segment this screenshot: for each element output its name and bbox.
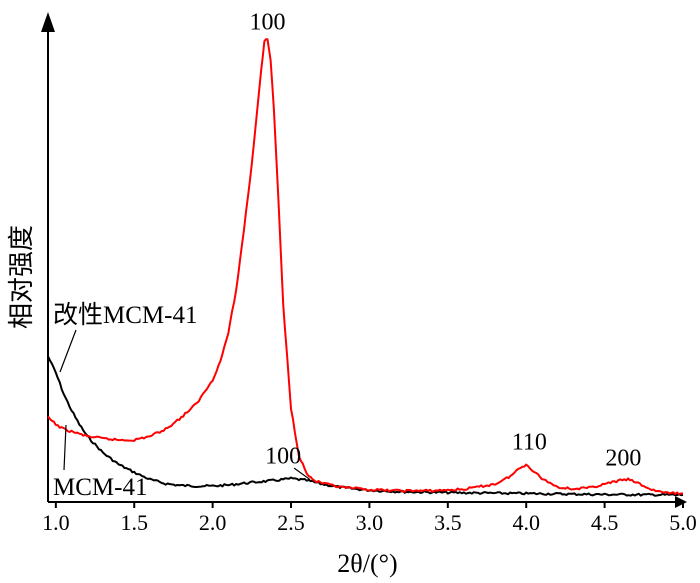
peak-label: 100 — [265, 443, 301, 469]
x-tick-label: 2.5 — [277, 510, 305, 535]
legend-label-modified: 改性MCM-41 — [53, 301, 197, 329]
peak-label: 110 — [512, 429, 547, 455]
series-layer — [47, 38, 684, 497]
y-axis-arrow — [41, 12, 55, 32]
peak-label: 200 — [605, 445, 641, 471]
series-line-mcm-41 — [47, 38, 683, 496]
x-tick-label: 3.5 — [434, 510, 462, 535]
x-ticks: 1.0 1.5 2.0 2.5 3.0 3.5 4.0 4.5 5.0 — [42, 502, 697, 535]
x-tick-label: 4.0 — [512, 510, 540, 535]
x-axis-label: 2θ/(°) — [337, 549, 397, 578]
peak-leader-line — [293, 467, 311, 480]
x-axis-arrow — [675, 496, 687, 508]
x-tick-label: 2.0 — [199, 510, 227, 535]
legend-leader-modified — [59, 329, 77, 373]
legend-label-mcm: MCM-41 — [53, 474, 147, 501]
legend-leader-mcm — [63, 424, 67, 471]
x-tick-label: 3.0 — [356, 510, 384, 535]
legend: 改性MCM-41 MCM-41 — [53, 301, 197, 501]
axes — [41, 12, 687, 508]
x-tick-label: 1.5 — [120, 510, 148, 535]
x-tick-label: 1.0 — [42, 510, 70, 535]
x-tick-label: 4.5 — [591, 510, 619, 535]
peak-label: 100 — [250, 10, 286, 36]
y-axis-label: 相对强度 — [7, 225, 36, 329]
x-tick-label: 5.0 — [669, 510, 697, 535]
peak-annotations: 100 100 110 200 — [250, 10, 641, 480]
